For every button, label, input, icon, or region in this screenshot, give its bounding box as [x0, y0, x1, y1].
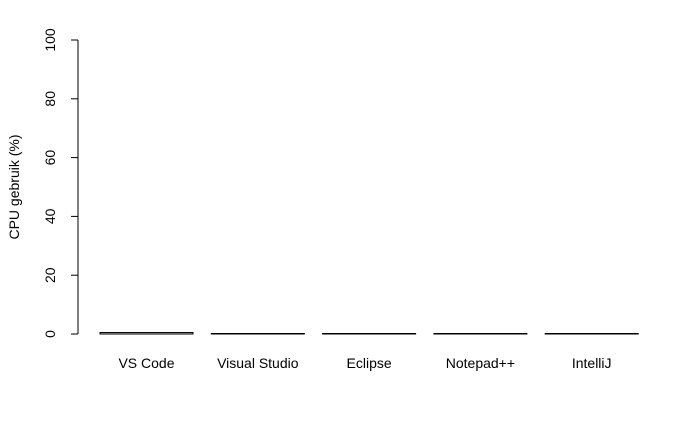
y-tick-label: 100 — [42, 28, 58, 52]
category-label: Notepad++ — [446, 355, 515, 371]
y-tick-label: 60 — [42, 150, 58, 166]
category-label: VS Code — [118, 355, 174, 371]
category-label: Visual Studio — [217, 355, 299, 371]
y-tick-label: 40 — [42, 208, 58, 224]
y-axis: 0 20 40 60 80 100 — [42, 28, 79, 338]
bar — [322, 333, 417, 335]
y-axis-title: CPU gebruik (%) — [6, 134, 22, 239]
bar — [544, 333, 639, 335]
bar — [433, 333, 528, 335]
y-tick-label: 0 — [42, 330, 58, 338]
bars — [99, 332, 639, 335]
category-label: IntelliJ — [572, 355, 612, 371]
category-labels: VS Code Visual Studio Eclipse Notepad++ Inte… — [118, 355, 611, 371]
y-tick-label: 80 — [42, 91, 58, 107]
y-tick-label: 20 — [42, 267, 58, 283]
y-ticks: 0 20 40 60 80 100 — [42, 28, 78, 338]
category-label: Eclipse — [347, 355, 392, 371]
bar — [99, 332, 194, 335]
bar — [210, 333, 305, 335]
